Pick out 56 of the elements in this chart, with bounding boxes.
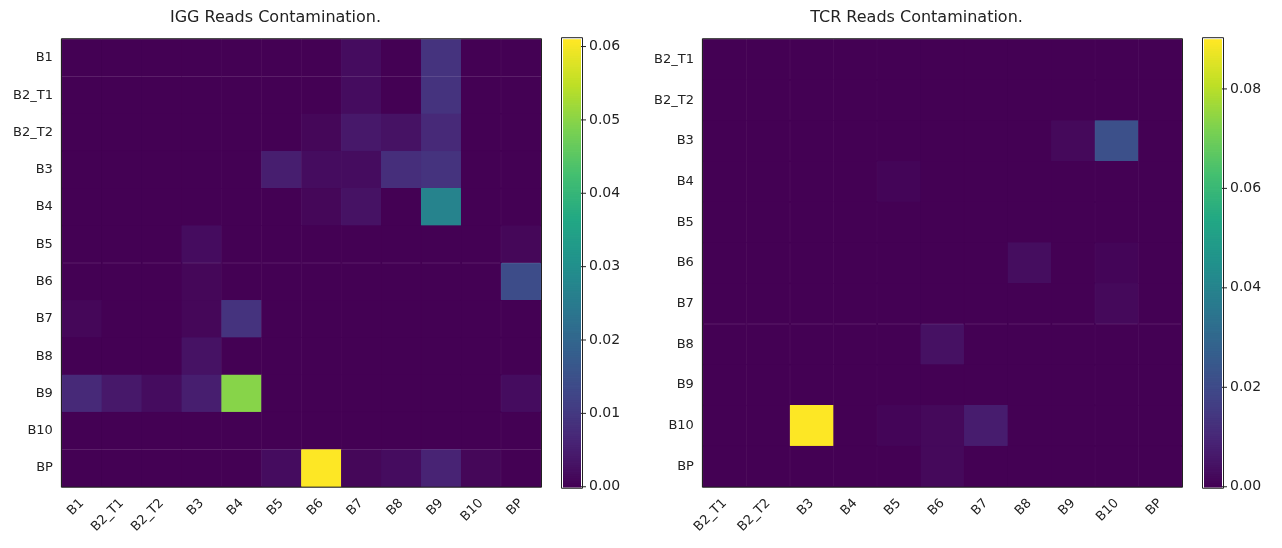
y-tick-label: B8 xyxy=(676,335,694,351)
y-tick-label: B8 xyxy=(35,347,53,363)
y-tick-label: B10 xyxy=(27,422,53,438)
x-tick-label: B3 xyxy=(183,495,207,518)
x-tick-label: B9 xyxy=(1054,495,1078,518)
y-tick-label: B10 xyxy=(668,417,694,433)
y-tick-label: B9 xyxy=(676,376,694,392)
color-bar-label: 0.05 xyxy=(589,110,621,127)
x-tick-label: B8 xyxy=(383,495,406,518)
y-tick-label: B4 xyxy=(676,172,694,188)
y-tick-label: B2_T2 xyxy=(13,123,53,139)
x-tick-label: B6 xyxy=(303,495,326,518)
chart-title: IGG Reads Contamination. xyxy=(169,6,382,26)
x-tick-label: B10 xyxy=(457,495,486,524)
color-bar-label: 0.02 xyxy=(1230,377,1262,394)
color-bar-label: 0.03 xyxy=(589,257,621,274)
x-tick-label: B7 xyxy=(967,495,991,518)
y-tick-label: B2_T1 xyxy=(654,50,694,66)
x-tick-label: B10 xyxy=(1092,495,1122,524)
y-tick-label: B2_T2 xyxy=(654,91,694,107)
y-tick-label: B1 xyxy=(35,49,53,65)
y-tick-label: B6 xyxy=(676,254,694,270)
x-tick-label: BP xyxy=(503,495,526,518)
color-bar-label: 0.06 xyxy=(589,37,621,54)
x-tick-label: B6 xyxy=(924,495,947,518)
x-tick-label: B9 xyxy=(422,495,446,518)
y-tick-label: B6 xyxy=(35,273,53,288)
color-bar-label: 0.00 xyxy=(1230,477,1262,494)
color-bar-label: 0.02 xyxy=(589,330,621,347)
color-bar-label: 0.04 xyxy=(1230,278,1262,295)
x-tick-label: BP xyxy=(1142,495,1165,518)
chart-title: TCR Reads Contamination. xyxy=(809,6,1023,26)
color-bar-label: 0.01 xyxy=(589,404,621,421)
color-bar-label: 0.00 xyxy=(589,477,621,494)
color-bar-label: 0.04 xyxy=(589,183,621,200)
y-tick-label: B3 xyxy=(676,132,694,148)
y-tick-label: B7 xyxy=(676,295,694,311)
y-tick-label: B3 xyxy=(35,161,53,177)
y-tick-label: B9 xyxy=(35,384,53,400)
y-tick-label: B5 xyxy=(35,235,53,251)
color-bar-label: 0.06 xyxy=(1230,179,1262,196)
color-bar-label: 0.08 xyxy=(1230,79,1262,96)
x-tick-label: B5 xyxy=(263,495,286,518)
y-tick-label: BP xyxy=(677,457,695,473)
y-tick-label: B2_T1 xyxy=(13,86,53,102)
x-tick-label: B8 xyxy=(1011,495,1035,518)
y-tick-label: BP xyxy=(36,459,54,475)
x-tick-label: B7 xyxy=(343,495,366,518)
y-tick-label: B4 xyxy=(35,198,53,214)
y-tick-label: B5 xyxy=(676,213,694,229)
x-tick-label: B1 xyxy=(63,495,87,518)
x-tick-label: B3 xyxy=(793,495,817,518)
x-tick-label: B5 xyxy=(880,495,904,518)
x-tick-label: B4 xyxy=(837,495,860,518)
y-tick-label: B7 xyxy=(35,310,53,326)
x-tick-label: B4 xyxy=(223,495,247,518)
